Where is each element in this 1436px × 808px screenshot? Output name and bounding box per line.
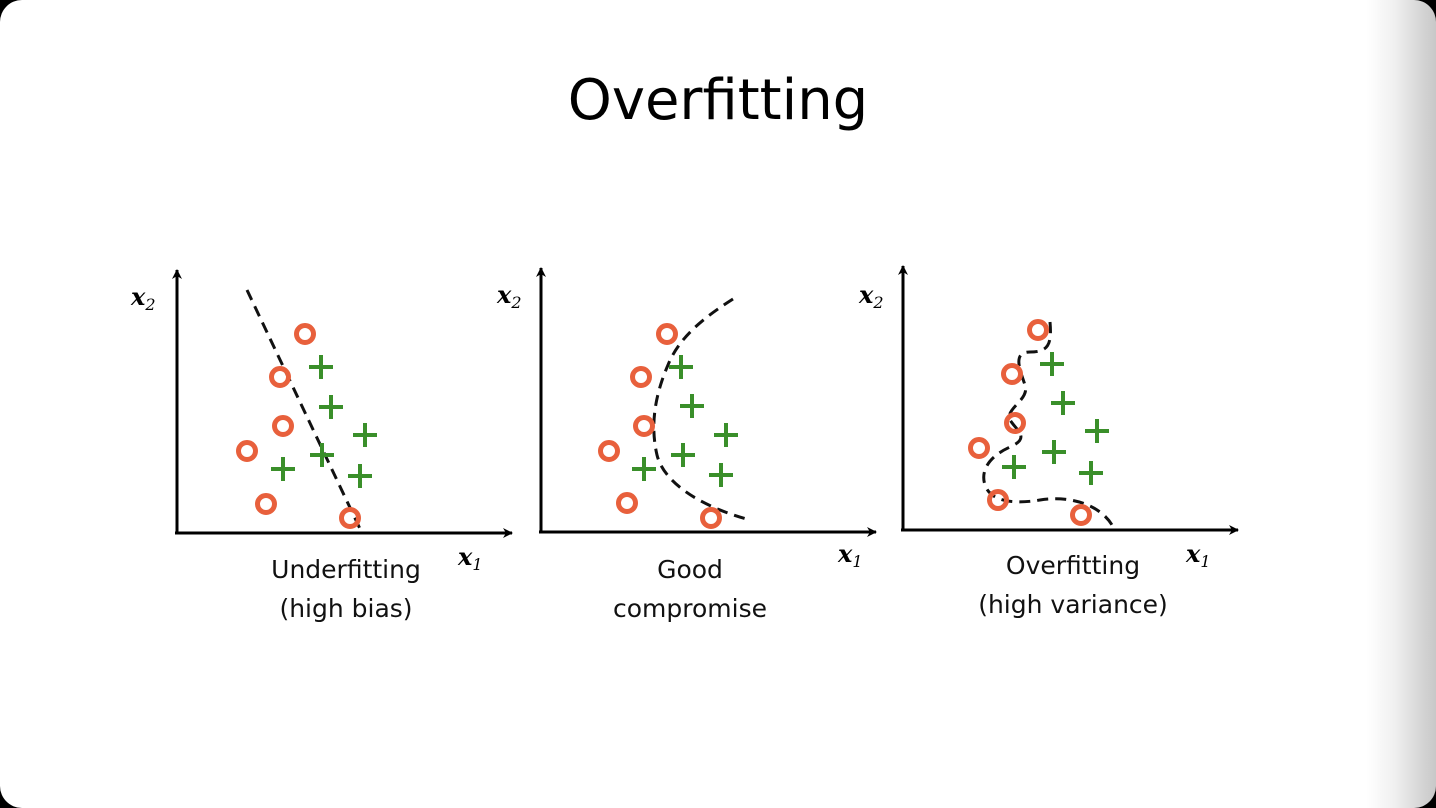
caption-line-1: Underfitting [271, 555, 421, 584]
plus-point [348, 464, 372, 488]
plus-point [632, 457, 656, 481]
class-circle-points [968, 319, 1092, 526]
class-circle-points [236, 323, 361, 529]
plus-point [1040, 352, 1064, 376]
plus-point [1079, 461, 1103, 485]
class-circle-points [598, 323, 722, 529]
circle-point [598, 440, 620, 462]
plus-point [310, 443, 334, 467]
circle-point [255, 493, 277, 515]
circle-point [987, 489, 1009, 511]
circle-point [294, 323, 316, 345]
x-axis-label: x1 [837, 539, 863, 571]
y-axis-label-sub: 2 [872, 293, 883, 312]
class-plus-points [1002, 352, 1109, 485]
y-axis-label-sub: 2 [510, 293, 521, 312]
class-plus-points [632, 355, 738, 487]
circle-point [630, 366, 652, 388]
y-axis-label-sub: 2 [144, 295, 155, 314]
plus-point [671, 443, 695, 467]
circle-point [1001, 363, 1023, 385]
circle-point [339, 507, 361, 529]
panel-overfitting: x2 x1 Overfitting [858, 265, 1239, 619]
circle-point [633, 415, 655, 437]
caption-line-1: Good [657, 555, 723, 584]
decision-boundary [652, 297, 751, 522]
plus-point [669, 355, 693, 379]
circle-point [968, 437, 990, 459]
class-plus-points [271, 355, 377, 488]
y-axis-label-name: x [496, 280, 512, 309]
panel-underfitting: x2 x1 Underfitting [130, 269, 513, 623]
x-axis-label-sub: 1 [852, 552, 862, 571]
plus-point [271, 457, 295, 481]
circle-point [1027, 319, 1049, 341]
x-axis-label: x1 [457, 542, 483, 574]
plus-point [709, 463, 733, 487]
x-axis-label: x1 [1185, 539, 1211, 571]
circle-point [269, 366, 291, 388]
circle-point [656, 323, 678, 345]
plus-point [680, 394, 704, 418]
circle-point [272, 415, 294, 437]
x-axis-label-sub: 1 [1200, 552, 1210, 571]
slide-edge-shadow [1366, 0, 1436, 808]
y-axis-label-name: x [858, 280, 874, 309]
panel-good-compromise: x2 x1 Good co [496, 267, 877, 623]
caption-line-1: Overfitting [1006, 551, 1140, 580]
plus-point [1051, 391, 1075, 415]
circle-point [616, 492, 638, 514]
plus-point [353, 423, 377, 447]
caption-line-2: compromise [613, 594, 767, 623]
plus-point [309, 355, 333, 379]
circle-point [700, 507, 722, 529]
circle-point [1004, 412, 1026, 434]
circle-point [236, 440, 258, 462]
plus-point [714, 423, 738, 447]
x-axis-label-name: x [837, 539, 853, 568]
plus-point [319, 395, 343, 419]
x-axis-label-name: x [1185, 539, 1201, 568]
decision-boundary [982, 321, 1114, 526]
caption-line-2: (high bias) [279, 594, 412, 623]
y-axis-label: x2 [130, 282, 156, 314]
circle-point [1070, 504, 1092, 526]
y-axis-label: x2 [496, 280, 522, 312]
plus-point [1085, 419, 1109, 443]
caption-line-2: (high variance) [978, 590, 1168, 619]
plus-point [1002, 455, 1026, 479]
slide-title: Overfitting [567, 68, 869, 133]
plus-point [1042, 440, 1066, 464]
decision-boundary [245, 289, 364, 534]
x-axis-label-name: x [457, 542, 473, 571]
x-axis-label-sub: 1 [472, 555, 482, 574]
y-axis-label-name: x [130, 282, 146, 311]
y-axis-label: x2 [858, 280, 884, 312]
